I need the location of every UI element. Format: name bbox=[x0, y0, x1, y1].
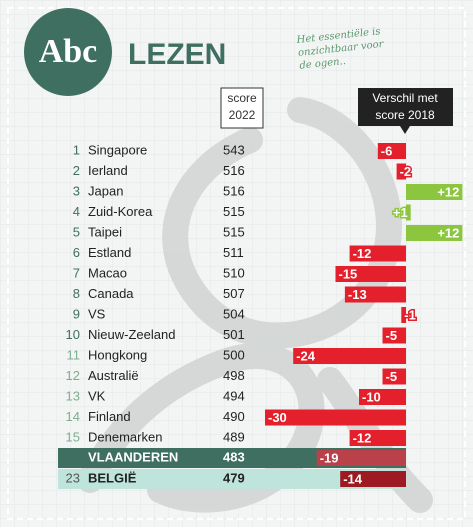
score: 510 bbox=[223, 265, 245, 280]
score: 504 bbox=[223, 306, 245, 321]
rank: 14 bbox=[66, 409, 80, 424]
rank: 8 bbox=[73, 286, 80, 301]
score-header: 2022 bbox=[229, 108, 256, 122]
rank: 1 bbox=[73, 142, 80, 157]
rank: 6 bbox=[73, 245, 80, 260]
diff-header: score 2018 bbox=[375, 108, 435, 122]
value-label: -24 bbox=[296, 348, 316, 363]
bar bbox=[340, 471, 406, 487]
bar bbox=[359, 389, 406, 405]
value-label: +12 bbox=[437, 184, 459, 199]
value-label: -5 bbox=[386, 328, 398, 343]
bar bbox=[396, 163, 406, 180]
country: Nieuw-Zeeland bbox=[88, 327, 175, 342]
country: Denemarken bbox=[88, 429, 162, 444]
country: Hongkong bbox=[88, 347, 147, 362]
country: Australië bbox=[88, 368, 139, 383]
country: Singapore bbox=[88, 142, 147, 157]
row-highlight bbox=[58, 469, 406, 489]
bar bbox=[406, 184, 463, 200]
bar bbox=[293, 348, 406, 364]
country: Canada bbox=[88, 286, 134, 301]
country: VK bbox=[88, 388, 106, 403]
value-label: -19 bbox=[320, 450, 339, 465]
bar bbox=[349, 245, 406, 262]
rank: 15 bbox=[66, 429, 80, 444]
country: Finland bbox=[88, 409, 131, 424]
value-label: -10 bbox=[362, 389, 381, 404]
value-label: -15 bbox=[339, 266, 358, 281]
score: 500 bbox=[223, 347, 245, 362]
logo-circle bbox=[24, 8, 112, 96]
rank: 10 bbox=[66, 327, 80, 342]
value-label: +12 bbox=[437, 225, 459, 240]
country: Estland bbox=[88, 245, 131, 260]
bar bbox=[406, 204, 411, 221]
score: 507 bbox=[223, 286, 245, 301]
score: 479 bbox=[223, 470, 245, 485]
score: 516 bbox=[223, 163, 245, 178]
note-line: de ogen.. bbox=[299, 56, 347, 72]
value-label: -12 bbox=[353, 246, 372, 261]
country: Zuid-Korea bbox=[88, 204, 153, 219]
score-header: score bbox=[227, 91, 257, 105]
score: 515 bbox=[223, 204, 245, 219]
diff-header-pointer bbox=[400, 126, 410, 134]
score: 483 bbox=[223, 449, 245, 464]
diff-header-box bbox=[358, 88, 453, 126]
value-label: -2 bbox=[400, 164, 412, 179]
rank: 11 bbox=[67, 347, 81, 362]
bar bbox=[406, 225, 463, 241]
rank: 23 bbox=[66, 470, 80, 485]
value-label: -13 bbox=[348, 287, 367, 302]
country: BELGIË bbox=[88, 470, 137, 485]
score-header-box bbox=[220, 87, 264, 129]
country: Taipei bbox=[88, 224, 122, 239]
country: Macao bbox=[88, 265, 127, 280]
value-label: -6 bbox=[381, 143, 393, 158]
bar bbox=[335, 266, 406, 282]
rank: 3 bbox=[73, 183, 80, 198]
score: 490 bbox=[223, 409, 245, 424]
bar bbox=[316, 450, 406, 466]
rank: 12 bbox=[66, 368, 80, 383]
rank: 9 bbox=[73, 306, 80, 321]
rank: 7 bbox=[73, 265, 80, 280]
score: 515 bbox=[223, 224, 245, 239]
bar bbox=[349, 430, 406, 446]
value-label: -30 bbox=[268, 410, 287, 425]
country: Ierland bbox=[88, 163, 128, 178]
value-label: -5 bbox=[386, 369, 398, 384]
score: 489 bbox=[223, 429, 245, 444]
rank: 4 bbox=[73, 204, 80, 219]
score: 501 bbox=[223, 327, 245, 342]
bar bbox=[377, 143, 406, 159]
bar bbox=[265, 409, 406, 426]
score: 494 bbox=[223, 388, 245, 403]
border bbox=[7, 7, 466, 520]
score: 516 bbox=[223, 183, 245, 198]
score: 543 bbox=[223, 142, 245, 157]
bar bbox=[401, 307, 406, 323]
value-label: +1 bbox=[393, 205, 408, 220]
value-label: -12 bbox=[353, 430, 372, 445]
score: 511 bbox=[223, 245, 244, 260]
rank: 2 bbox=[73, 163, 80, 178]
rank: 13 bbox=[66, 388, 80, 403]
value-label: -14 bbox=[343, 471, 363, 486]
value-label: -1 bbox=[404, 307, 416, 322]
bar bbox=[382, 368, 406, 385]
country: Japan bbox=[88, 183, 123, 198]
rank: 5 bbox=[73, 224, 80, 239]
score: 498 bbox=[223, 368, 245, 383]
bar bbox=[344, 286, 406, 303]
title: LEZEN bbox=[128, 38, 226, 71]
diff-header: Verschil met bbox=[372, 91, 438, 105]
logo: Abc bbox=[39, 33, 98, 70]
bar bbox=[382, 327, 406, 344]
country: VS bbox=[88, 306, 106, 321]
country: VLAANDEREN bbox=[88, 449, 178, 464]
